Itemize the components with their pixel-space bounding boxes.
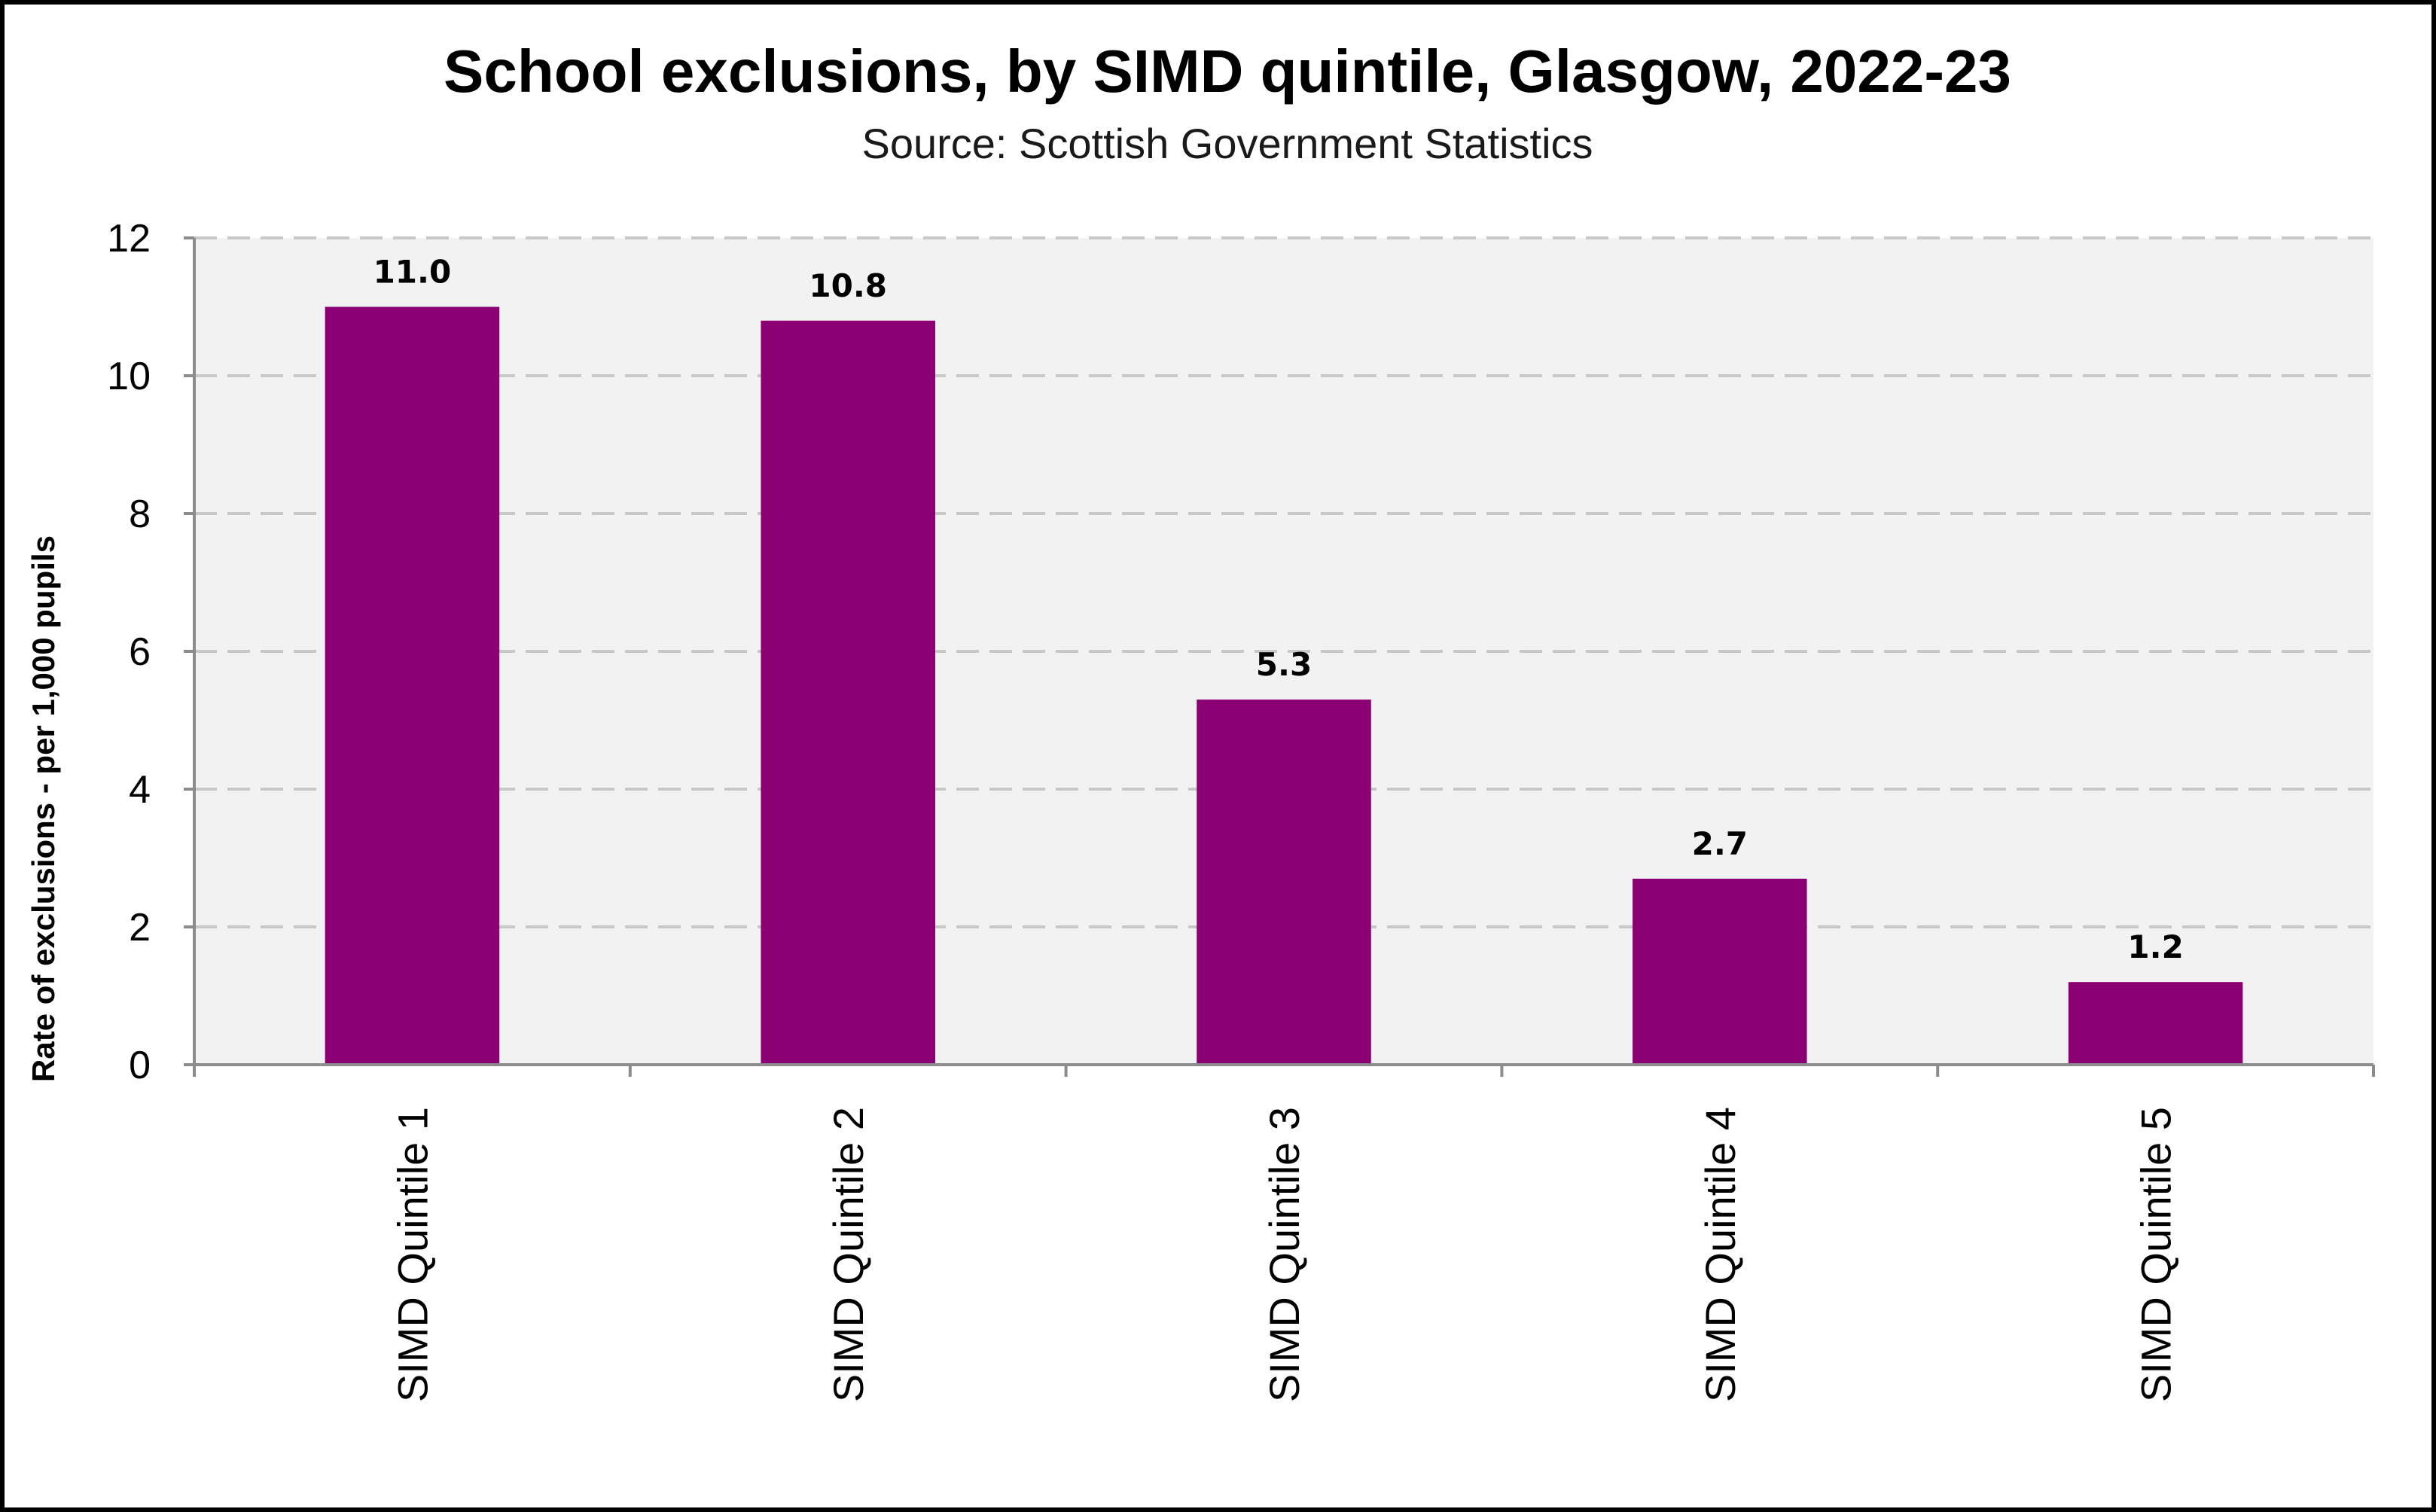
- data-labels: 11.0 10.8 5.3 2.7 1.2: [373, 254, 2184, 966]
- data-label: 5.3: [1256, 646, 1312, 683]
- y-tick-label: 8: [129, 492, 151, 536]
- data-label: 10.8: [809, 267, 887, 304]
- chart-subtitle: Source: Scottish Government Statistics: [861, 120, 1593, 167]
- x-tick-label: SIMD Quintile 5: [2133, 1107, 2180, 1402]
- data-label: 1.2: [2127, 928, 2183, 965]
- x-tick-label: SIMD Quintile 1: [389, 1107, 436, 1402]
- bars: [325, 306, 2243, 1065]
- x-tick-label: SIMD Quintile 2: [825, 1107, 872, 1402]
- bar: [1197, 700, 1371, 1065]
- y-tick-label: 2: [129, 906, 151, 950]
- bar: [325, 306, 500, 1065]
- y-axis-label: Rate of exclusions - per 1,000 pupils: [26, 535, 61, 1082]
- y-tick-label: 6: [129, 630, 151, 674]
- y-tick-label: 4: [129, 768, 151, 812]
- chart-title: School exclusions, by SIMD quintile, Gla…: [444, 38, 2011, 105]
- bar: [2068, 982, 2243, 1065]
- x-tick-labels: SIMD Quintile 1 SIMD Quintile 2 SIMD Quint…: [389, 1107, 2179, 1402]
- y-tick-label: 12: [107, 217, 151, 261]
- axes: [184, 236, 2375, 1077]
- y-tick-labels: 0 2 4 6 8 10 12: [107, 217, 151, 1087]
- x-tick-label: SIMD Quintile 4: [1697, 1107, 1744, 1402]
- bar: [1633, 878, 1807, 1065]
- y-tick-label: 10: [107, 355, 151, 398]
- x-tick-label: SIMD Quintile 3: [1261, 1107, 1308, 1402]
- y-tick-label: 0: [129, 1044, 151, 1087]
- data-label: 2.7: [1692, 825, 1748, 862]
- data-label: 11.0: [373, 254, 452, 291]
- bar: [761, 320, 935, 1065]
